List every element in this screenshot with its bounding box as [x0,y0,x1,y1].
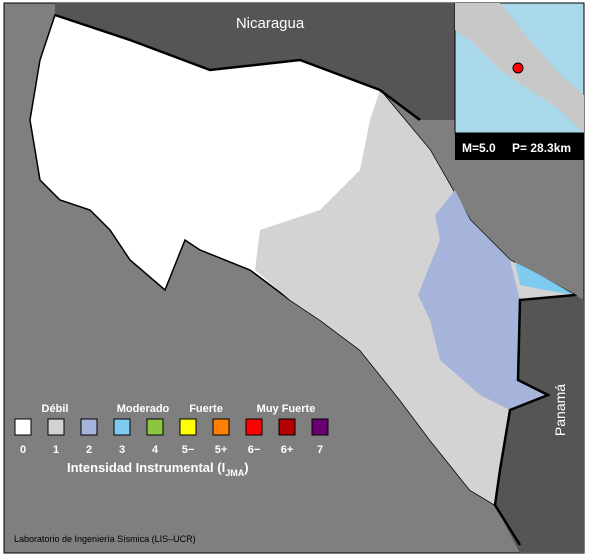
nicaragua [4,3,455,120]
inset: M=5.0 P= 28.3km [454,2,585,160]
legend-value: 5− [182,444,195,456]
credit: Laboratorio de Ingeniería Sísmica (LIS–U… [14,534,196,544]
inset-caption [455,133,584,160]
legend-swatch [245,418,263,436]
magnitude: M=5.0 [462,141,496,155]
legend-swatch [278,418,296,436]
border-north [54,13,421,121]
legend-value: 6+ [281,444,294,456]
class-label: Moderado [117,403,170,415]
legend-value: 5+ [215,444,228,456]
legend-value: 3 [119,444,125,456]
legend-swatch [311,418,329,436]
legend-value: 4 [152,444,159,456]
legend-swatch [80,418,98,436]
legend: Débil Moderado Fuerte Muy Fuerte Intensi… [14,403,329,478]
class-label: Fuerte [189,403,223,415]
legend-value: 6− [248,444,261,456]
legend-swatch [179,418,197,436]
country-label: Panamá [552,384,568,436]
legend-value: 1 [53,444,59,456]
legend-swatch [14,418,32,436]
border-south [493,293,576,546]
legend-value: 7 [317,444,323,456]
class-label: Muy Fuerte [257,403,316,415]
panama [495,295,584,553]
depth: P= 28.3km [512,141,571,155]
epicenter [512,62,524,74]
region-intensity-2 [418,190,548,410]
legend-value: 2 [86,444,92,456]
legend-title: Intensidad Instrumental (IJMA) [67,460,249,478]
legend-swatch [146,418,164,436]
class-label: Débil [42,403,69,415]
legend-swatch [212,418,230,436]
legend-swatch [113,418,131,436]
legend-swatch [47,418,65,436]
country-label: Nicaragua [236,15,305,32]
legend-value: 0 [20,444,26,456]
region-intensity-3 [515,262,575,295]
